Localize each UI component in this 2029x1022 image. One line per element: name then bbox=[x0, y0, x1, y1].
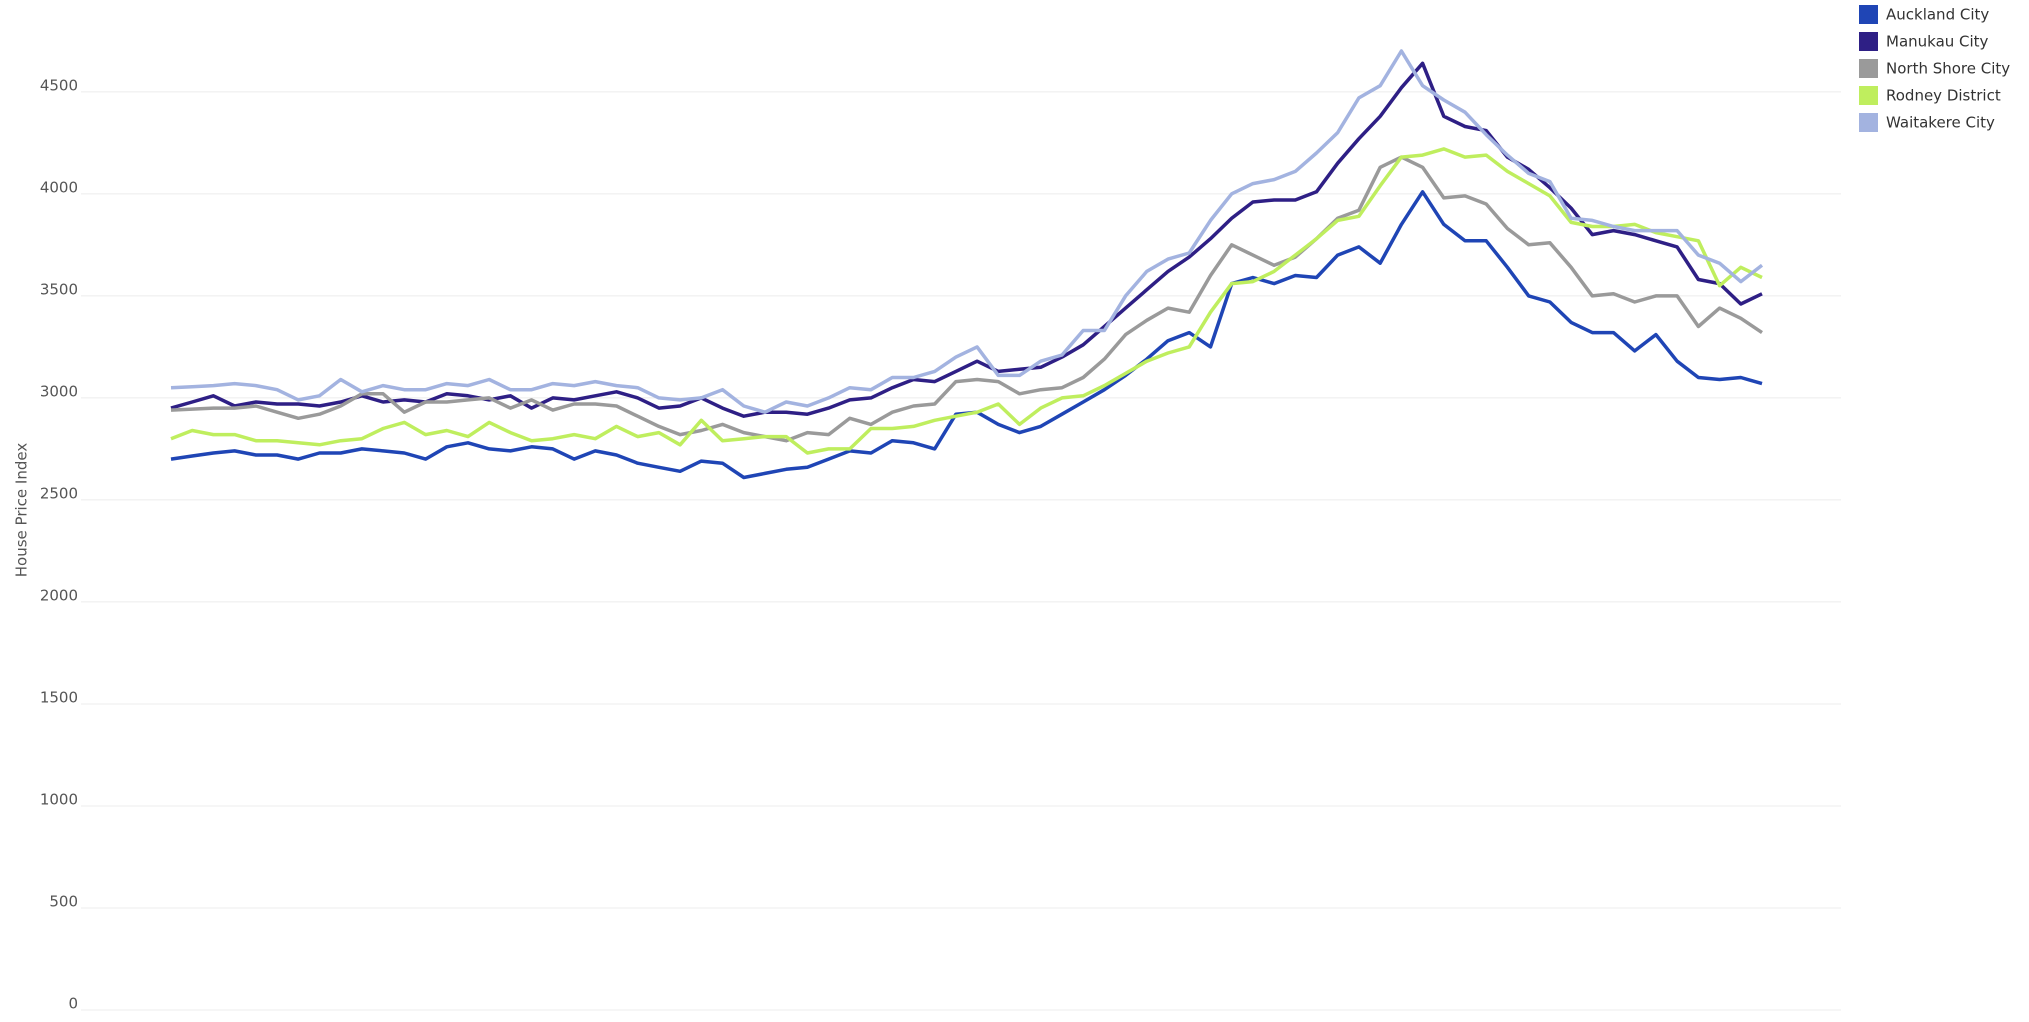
legend-swatch bbox=[1859, 59, 1878, 78]
legend-swatch bbox=[1859, 113, 1878, 132]
legend-label: Manukau City bbox=[1886, 33, 1989, 51]
y-tick-label: 0 bbox=[68, 995, 78, 1013]
legend-swatch bbox=[1859, 32, 1878, 51]
series-line bbox=[170, 190, 1763, 480]
y-tick-label: 1500 bbox=[40, 688, 78, 706]
legend-label: North Shore City bbox=[1886, 60, 2010, 78]
y-tick-label: 3500 bbox=[40, 280, 78, 298]
legend-swatch bbox=[1859, 5, 1878, 24]
y-tick-label: 3000 bbox=[40, 382, 78, 400]
y-tick-label: 2500 bbox=[40, 484, 78, 502]
y-tick-label: 4500 bbox=[40, 76, 78, 94]
series-line bbox=[170, 49, 1764, 414]
y-tick-label: 2000 bbox=[40, 586, 78, 604]
y-tick-label: 4000 bbox=[40, 178, 78, 196]
series-line bbox=[170, 147, 1763, 455]
legend-label: Waitakere City bbox=[1886, 114, 1995, 132]
legend-label: Auckland City bbox=[1886, 6, 1989, 24]
legend-swatch bbox=[1859, 86, 1878, 105]
y-tick-label: 500 bbox=[49, 892, 78, 910]
y-tick-label: 1000 bbox=[40, 790, 78, 808]
legend-label: Rodney District bbox=[1886, 87, 2001, 105]
series-line bbox=[170, 155, 1763, 443]
y-axis-label: House Price Index bbox=[13, 443, 31, 578]
